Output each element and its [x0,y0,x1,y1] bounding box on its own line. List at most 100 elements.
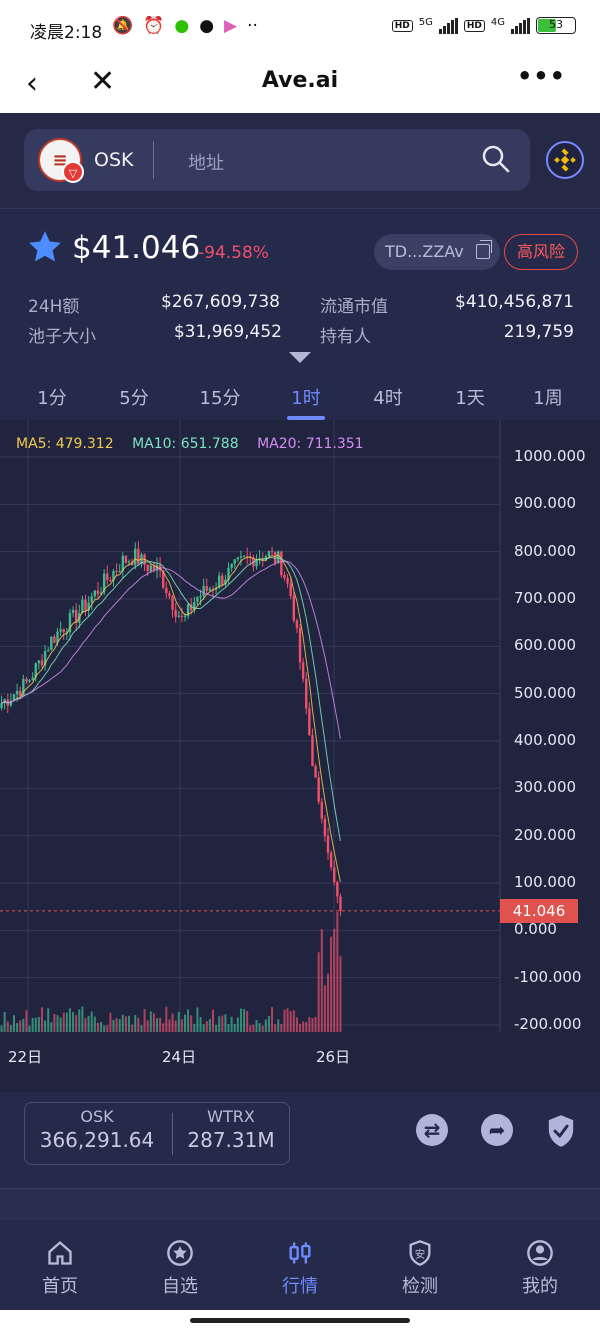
signal-icon-2 [511,17,530,34]
more-notifications-icon: ·· [247,16,258,36]
candle-body [146,564,149,572]
candle-body [289,583,292,596]
volume-bar [252,1024,255,1032]
volume-bar [196,1007,199,1032]
volume-bar [124,1016,127,1032]
volume-bar [183,1014,186,1032]
nav-detect[interactable]: 安 检测 [370,1238,470,1298]
swap-button[interactable]: ⇄ [416,1114,448,1146]
candle-body [99,592,103,595]
candle-body [242,556,246,558]
volume-bar [68,1008,71,1032]
legend-ma5: MA5: 479.312 [16,436,114,452]
copy-icon[interactable] [476,240,492,259]
y-tick-label: 300.000 [514,778,577,797]
tab-4h[interactable]: 4时 [373,388,403,409]
status-time: 凌晨2:18 [30,23,103,43]
volume-bar [156,1018,159,1032]
volume-bar [109,1012,112,1032]
candle-body [121,555,125,572]
nav-market[interactable]: 行情 [250,1238,350,1298]
search-input[interactable]: 地址 [188,153,224,174]
volume-bar [78,1009,81,1032]
back-button[interactable]: ‹ [26,66,38,101]
current-price: $41.046 [72,230,201,266]
tab-1w[interactable]: 1周 [533,388,563,409]
volume-bar [208,1018,211,1032]
volume-bar [202,1024,205,1032]
volume-bar [90,1011,93,1032]
volume-bar [267,1016,270,1032]
y-tick-label: 800.000 [514,541,577,560]
volume-bar [53,1013,56,1032]
candle-body [112,570,115,581]
y-tick-label: 700.000 [514,589,577,607]
volume-bar [137,1017,140,1032]
tab-15m[interactable]: 15分 [199,388,241,409]
volume-bar [168,1019,171,1032]
volume-bar [121,1014,124,1032]
candle-body [19,690,22,697]
volume-bar [62,1012,65,1032]
volume-bar [31,1017,34,1032]
volume-bar [314,1016,317,1032]
favorite-star-icon[interactable] [26,228,64,266]
search-box[interactable]: ≡ ▽ OSK 地址 [24,129,530,191]
section-divider [0,1188,600,1220]
tab-1h[interactable]: 1时 [291,388,321,409]
volume-bar [118,1019,121,1032]
share-button[interactable]: ➦ [481,1114,513,1146]
nav-watchlist[interactable]: 自选 [130,1238,230,1298]
candle-body [320,801,323,819]
candle-body [81,599,84,613]
candle-body [87,602,90,611]
title-bar: ‹ ✕ Ave.ai ••• [0,58,600,113]
price-chart[interactable]: MA5: 479.312 MA10: 651.788 MA20: 711.351… [0,420,600,1092]
candle-body [239,556,243,558]
bnb-chain-icon[interactable] [546,141,584,179]
volume-bar [128,1015,131,1032]
risk-badge[interactable]: 高风险 [504,234,578,270]
nav-profile[interactable]: 我的 [490,1238,590,1298]
close-button[interactable]: ✕ [90,64,116,99]
page-title: Ave.ai [261,68,339,93]
volume-bar [81,1006,84,1032]
candle-body [53,636,56,643]
volume-bar [277,1019,280,1032]
amount-wtrx: WTRX 287.31M [165,1103,297,1152]
nav-home[interactable]: 首页 [10,1238,110,1298]
volume-bar [93,1016,96,1032]
candle-body [74,609,78,623]
candle-body [273,552,277,563]
candle-body [25,678,28,682]
volume-bar [190,1015,193,1032]
token-symbol[interactable]: OSK [94,149,134,171]
volume-bar [115,1018,118,1032]
volume-bar [289,1011,292,1032]
expand-arrow-icon[interactable] [289,352,311,363]
candle-body [68,612,72,633]
candle-body [311,735,314,766]
volume-bar [28,1025,31,1032]
volume-bar [274,1024,277,1032]
tab-1m[interactable]: 1分 [37,388,67,409]
nav-detect-label: 检测 [402,1276,438,1297]
security-shield-icon[interactable] [546,1114,576,1148]
volume-bar [286,1008,289,1032]
candle-body [270,551,274,553]
search-icon[interactable] [480,143,512,175]
candle-body [56,631,59,643]
contract-address[interactable]: TD...ZZAv [374,234,500,270]
tab-5m[interactable]: 5分 [119,388,149,409]
tab-1d[interactable]: 1天 [455,388,485,409]
candle-body [22,678,25,697]
volume-bar [165,1006,168,1032]
app-icon: ● [199,16,215,36]
stat-label-volume: 24H额 [28,297,80,317]
x-tick-26: 26日 [316,1048,351,1066]
candle-body [314,765,317,778]
candle-body [298,627,302,663]
more-button[interactable]: ••• [516,62,566,90]
amount-wtrx-symbol: WTRX [207,1107,255,1126]
volume-bar [0,1025,3,1032]
